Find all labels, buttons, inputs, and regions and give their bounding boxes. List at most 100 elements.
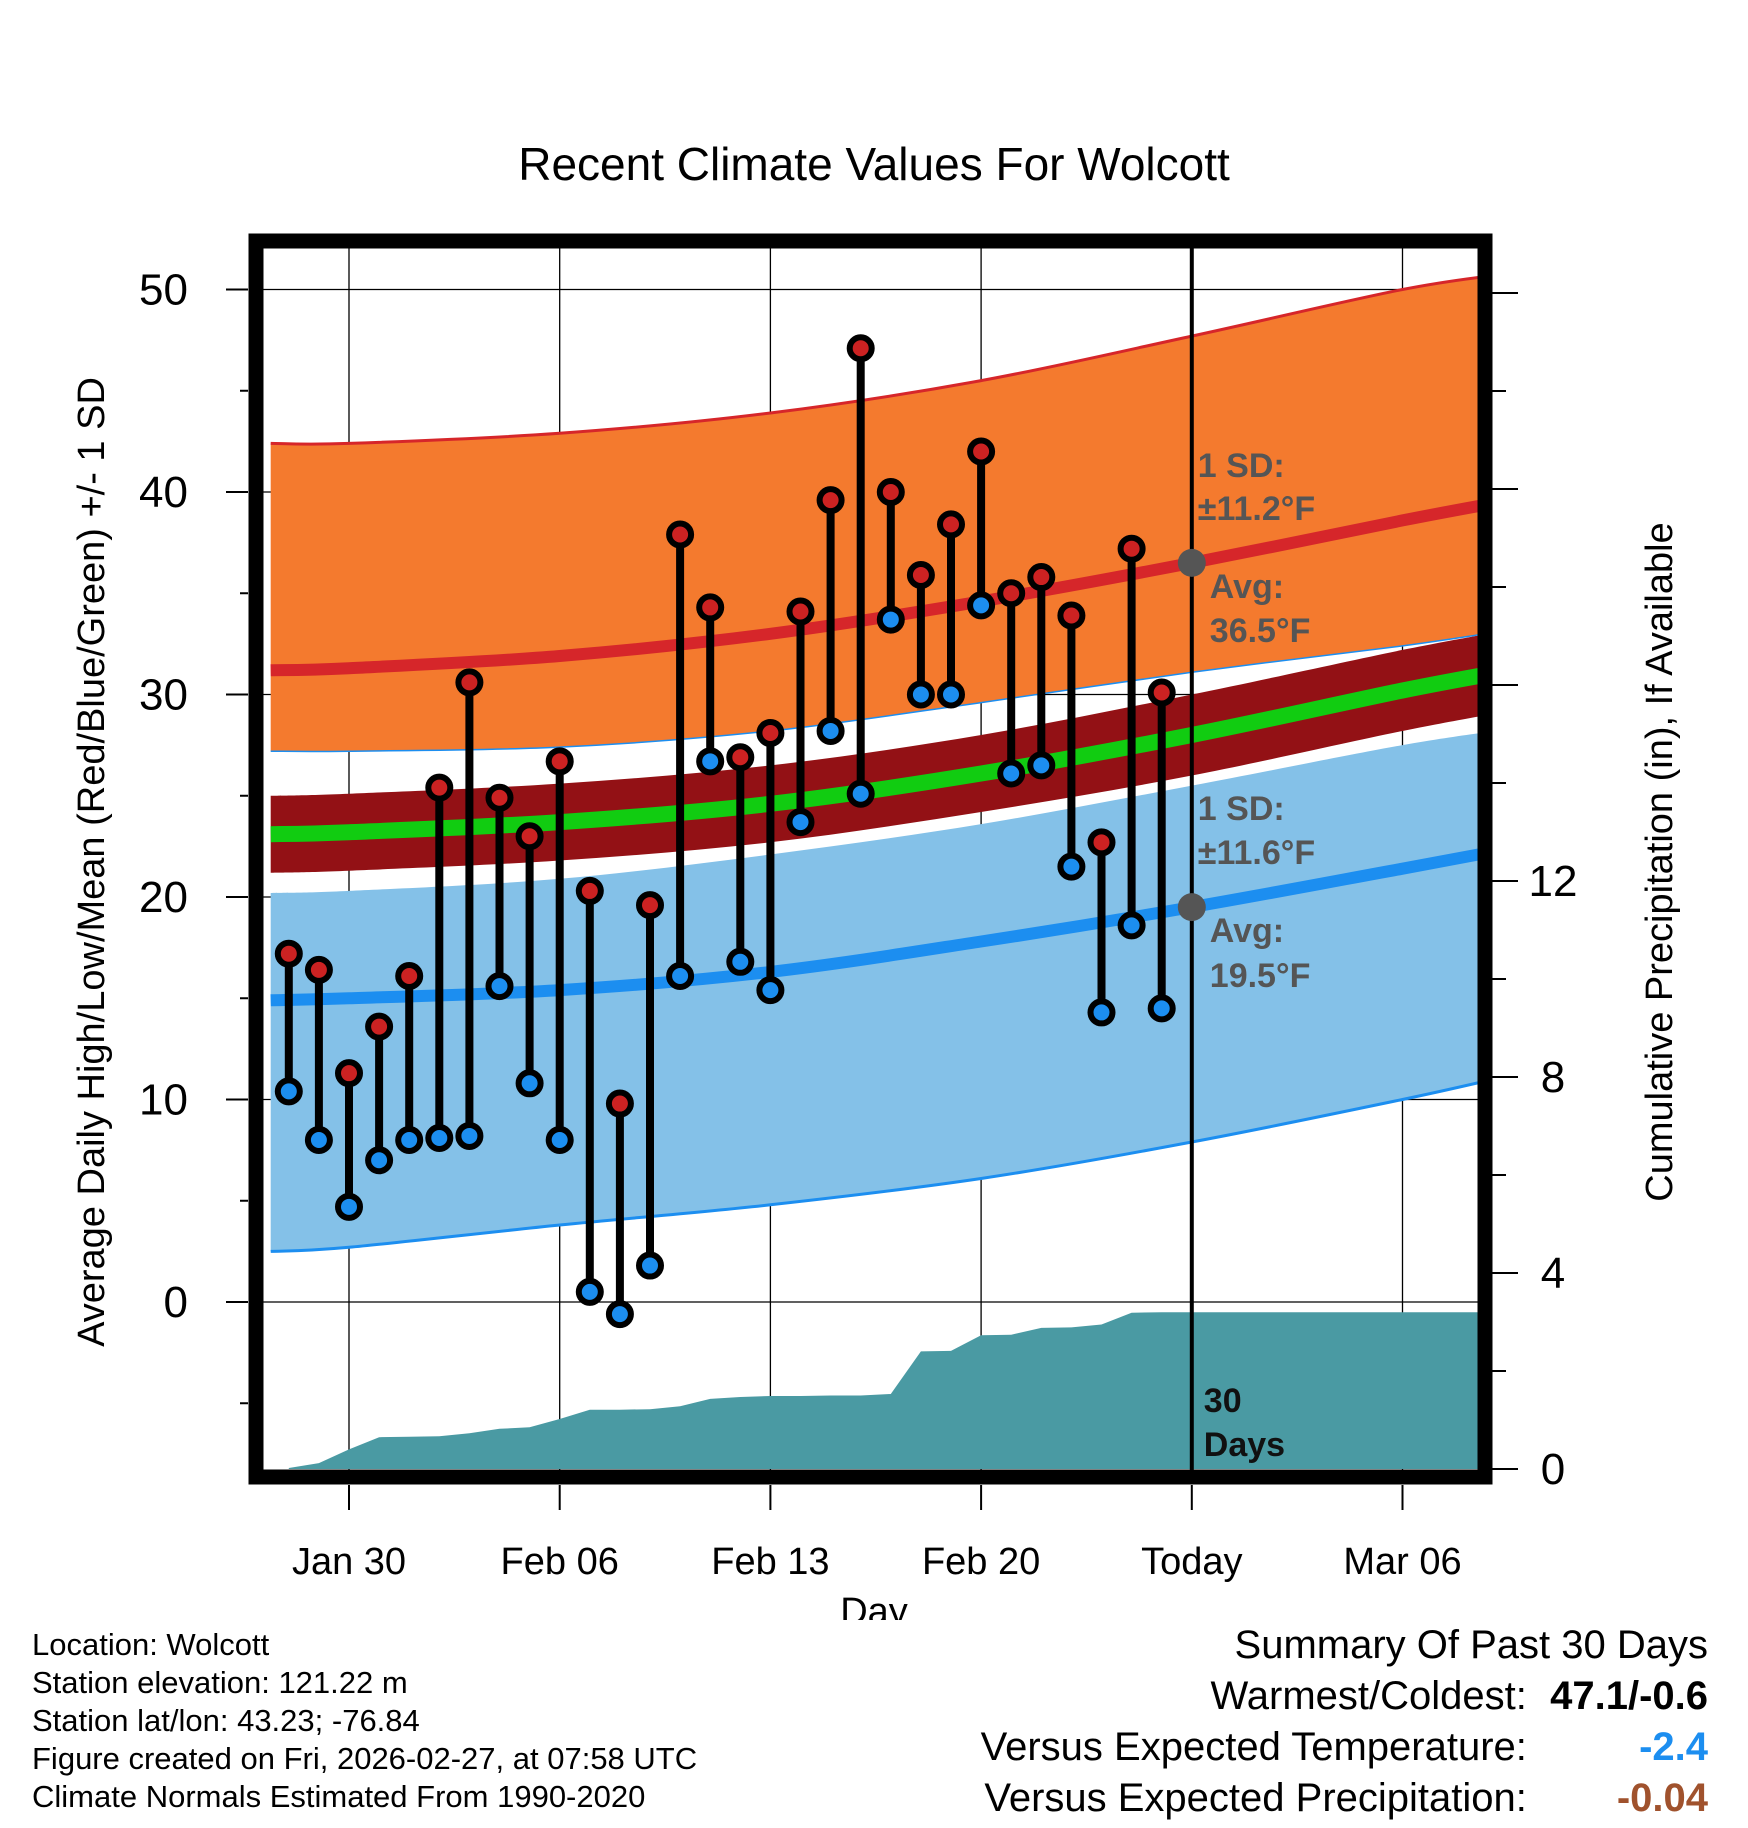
obs-high-point bbox=[575, 876, 604, 905]
y2-tick-label: 8 bbox=[1541, 1053, 1565, 1102]
summary-precip-row: Versus Expected Precipitation: -0.04 bbox=[981, 1773, 1708, 1824]
low-lower-edge bbox=[270, 1081, 1478, 1253]
obs-low-point bbox=[605, 1300, 634, 1329]
obs-low-point bbox=[696, 747, 725, 776]
normals-text: Climate Normals Estimated From 1990-2020 bbox=[32, 1779, 646, 1814]
obs-high-point bbox=[937, 510, 965, 539]
x-tick-label: Feb 20 bbox=[922, 1541, 1040, 1583]
obs-low-point bbox=[1057, 852, 1086, 881]
obs-high-point bbox=[425, 773, 454, 802]
obs-low-point bbox=[545, 1126, 574, 1154]
high-lower-edge bbox=[270, 634, 1478, 753]
y-tick-label: 0 bbox=[164, 1278, 188, 1327]
plot-frame bbox=[248, 233, 1493, 1485]
obs-low-point bbox=[515, 1069, 544, 1098]
obs-high-point bbox=[1027, 563, 1056, 592]
y-axis-label: Average Daily High/Low/Mean (Red/Blue/Gr… bbox=[71, 377, 113, 1347]
obs-low-point bbox=[455, 1121, 484, 1150]
high-sd-band bbox=[270, 277, 1478, 752]
high-sd-label: 1 SD: bbox=[1198, 447, 1285, 485]
obs-low-point bbox=[1087, 998, 1116, 1027]
y-tick-label: 30 bbox=[139, 671, 188, 720]
x-tick-label: Jan 30 bbox=[292, 1541, 406, 1583]
x-tick-label: Feb 13 bbox=[711, 1541, 829, 1583]
obs-low-point bbox=[786, 808, 815, 837]
precip-value: -0.04 bbox=[1616, 1776, 1708, 1820]
obs-high-point bbox=[605, 1089, 634, 1118]
y-tick-label: 40 bbox=[139, 468, 188, 517]
obs-low-point bbox=[335, 1192, 363, 1221]
summary-temp-row: Versus Expected Temperature: -2.4 bbox=[981, 1722, 1708, 1773]
obs-high-point bbox=[455, 668, 484, 697]
y2-axis-label: Cumulative Precipitation (in), If Availa… bbox=[1639, 522, 1681, 1201]
low-sd-band bbox=[270, 733, 1478, 1252]
low-avg-value: 19.5°F bbox=[1210, 957, 1311, 995]
obs-high-point bbox=[726, 743, 755, 772]
obs-low-point bbox=[1147, 994, 1176, 1023]
x-axis-label: Day bbox=[840, 1591, 908, 1620]
y2-tick-label: 4 bbox=[1541, 1249, 1565, 1298]
temp-label: Versus Expected Temperature: bbox=[980, 1725, 1527, 1769]
obs-high-point bbox=[1057, 601, 1086, 630]
obs-low-point bbox=[846, 779, 875, 808]
temp-value: -2.4 bbox=[1639, 1725, 1708, 1769]
high-avg-value: 36.5°F bbox=[1210, 612, 1311, 650]
low-sd-label: 1 SD: bbox=[1198, 790, 1285, 828]
obs-high-point bbox=[304, 955, 333, 984]
obs-high-point bbox=[274, 939, 303, 968]
chart-title: Recent Climate Values For Wolcott bbox=[518, 138, 1230, 190]
obs-high-point bbox=[485, 783, 514, 812]
summary-title: Summary Of Past 30 Days bbox=[1234, 1623, 1708, 1667]
obs-high-point bbox=[786, 597, 815, 626]
warmest-label: Warmest/Coldest: bbox=[1210, 1674, 1527, 1718]
obs-low-point bbox=[575, 1277, 604, 1306]
obs-low-point bbox=[876, 605, 905, 634]
period-label-number: 30 bbox=[1204, 1382, 1242, 1420]
obs-high-point bbox=[395, 961, 424, 990]
obs-low-point bbox=[425, 1123, 454, 1152]
obs-high-point bbox=[816, 486, 845, 515]
obs-low-point bbox=[997, 759, 1026, 788]
obs-high-point bbox=[666, 520, 695, 549]
obs-low-point bbox=[395, 1126, 424, 1154]
plot-area: 1 SD: ±11.2°F Avg: 36.5°F 1 SD: ±11.6°F Avg: 19… bbox=[263, 248, 1478, 1470]
y-tick-label: 10 bbox=[139, 1076, 188, 1125]
station-info: Location: Wolcott Station elevation: 121… bbox=[32, 1626, 697, 1816]
obs-low-point bbox=[906, 680, 935, 709]
obs-high-point bbox=[756, 718, 785, 747]
obs-low-point bbox=[967, 591, 996, 620]
high-sd-value: ±11.2°F bbox=[1198, 490, 1315, 528]
warmest-value: 47.1/-0.6 bbox=[1550, 1674, 1708, 1718]
obs-low-point bbox=[937, 680, 965, 709]
created-text: Figure created on Fri, 2026-02-27, at 07… bbox=[32, 1741, 698, 1776]
obs-low-point bbox=[756, 976, 785, 1005]
obs-high-point bbox=[1147, 678, 1176, 707]
location-text: Location: Wolcott bbox=[32, 1627, 270, 1662]
low-avg-line bbox=[270, 848, 1478, 1007]
latlon-text: Station lat/lon: 43.23; -76.84 bbox=[32, 1703, 420, 1738]
high-upper-edge bbox=[270, 275, 1478, 446]
x-tick-label: Today bbox=[1141, 1541, 1242, 1583]
obs-low-point bbox=[666, 961, 695, 990]
obs-low-point bbox=[726, 947, 755, 976]
obs-low-point bbox=[274, 1077, 303, 1106]
y-tick-label: 20 bbox=[139, 873, 188, 922]
x-tick-label: Feb 06 bbox=[501, 1541, 619, 1583]
obs-high-point bbox=[696, 593, 725, 622]
low-avg-label: Avg: bbox=[1210, 912, 1284, 950]
obs-high-point bbox=[365, 1012, 394, 1041]
obs-high-point bbox=[997, 579, 1026, 608]
obs-low-point bbox=[816, 716, 845, 745]
obs-low-point bbox=[636, 1251, 664, 1280]
obs-high-point bbox=[967, 437, 996, 466]
obs-high-point bbox=[1087, 828, 1116, 857]
x-tick-label: Mar 06 bbox=[1343, 1541, 1461, 1583]
summary-warmest-row: Warmest/Coldest: 47.1/-0.6 bbox=[981, 1671, 1709, 1722]
obs-high-point bbox=[876, 478, 905, 506]
obs-low-point bbox=[1117, 911, 1146, 940]
precip-label: Versus Expected Precipitation: bbox=[984, 1776, 1527, 1820]
high-avg-label: Avg: bbox=[1210, 568, 1284, 606]
obs-low-point bbox=[304, 1126, 333, 1154]
obs-high-point bbox=[1117, 534, 1146, 563]
obs-low-point bbox=[365, 1146, 394, 1175]
